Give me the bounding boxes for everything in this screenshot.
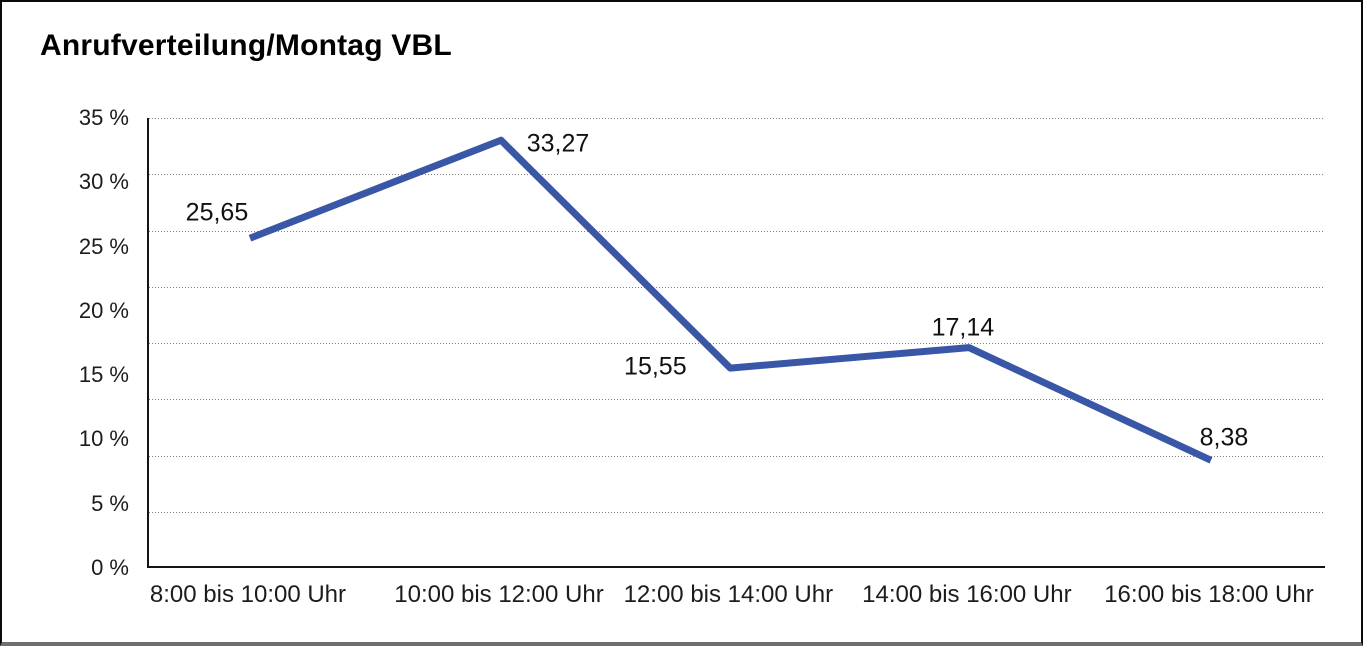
y-axis-tick-label: 0 % <box>91 555 129 580</box>
x-axis-category-label: 8:00 bis 10:00 Uhr <box>149 581 347 608</box>
x-axis-category-label: 10:00 bis 12:00 Uhr <box>394 581 604 608</box>
y-axis-tick-label: 25 % <box>78 233 129 259</box>
h-gridline <box>149 118 1325 119</box>
chart-title: Anrufverteilung/Montag VBL <box>40 29 452 62</box>
h-gridline <box>149 511 1325 513</box>
h-gridline <box>149 455 1325 457</box>
h-gridline <box>149 399 1325 401</box>
y-axis-tick-label: 30 % <box>78 169 129 195</box>
h-gridline <box>149 230 1325 232</box>
y-axis-tick-label: 5 % <box>91 490 129 516</box>
y-axis-tick-label: 35 % <box>78 105 129 130</box>
h-gridline <box>149 286 1325 288</box>
plot-area <box>147 118 1325 568</box>
data-line <box>248 136 1213 464</box>
h-gridline <box>149 174 1325 176</box>
line-chart-canvas <box>248 136 1213 464</box>
data-point-label: 15,55 <box>624 352 687 381</box>
x-axis-category-label: 16:00 bis 18:00 Uhr <box>1104 581 1314 608</box>
data-point-label: 33,27 <box>526 129 590 158</box>
y-axis-tick-label: 10 % <box>78 426 129 452</box>
data-point-label: 17,14 <box>931 313 995 342</box>
x-axis-category-label: 12:00 bis 14:00 Uhr <box>623 581 834 608</box>
x-axis-category-label: 14:00 bis 16:00 Uhr <box>862 581 1072 608</box>
h-gridline <box>149 343 1325 344</box>
data-point-label: 25,65 <box>185 198 249 227</box>
y-axis-tick-label: 20 % <box>78 297 129 323</box>
y-axis-tick-label: 15 % <box>78 362 129 388</box>
data-point-label: 8,38 <box>1199 423 1249 452</box>
